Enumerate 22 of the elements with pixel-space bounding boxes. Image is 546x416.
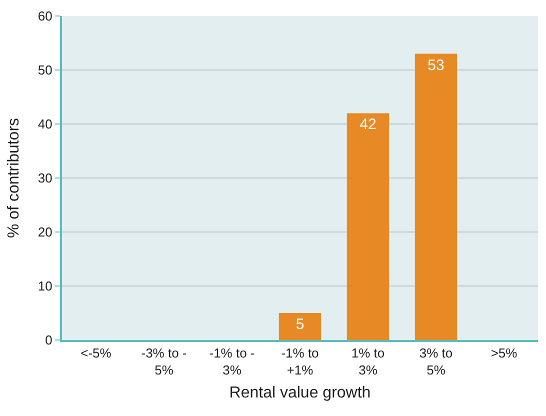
data-label: 5 [296, 316, 304, 333]
y-tick-label: 40 [38, 116, 52, 132]
y-tick-label: 30 [38, 170, 52, 186]
x-tick-label: >5% [490, 346, 518, 361]
bar [414, 54, 458, 340]
x-tick-label: <-5% [80, 346, 112, 361]
y-tick-label: 50 [38, 62, 52, 78]
bar [278, 313, 322, 340]
y-tick-label: 10 [38, 278, 52, 294]
data-label: 42 [360, 116, 376, 134]
data-label: 53 [428, 56, 444, 74]
x-tick-label: -3% to - 5% [141, 346, 187, 378]
x-tick-label: -1% to +1% [281, 346, 319, 378]
y-axis-title: % of contributors [5, 118, 22, 238]
x-axis-title: Rental value growth [229, 384, 371, 402]
y-tick-label: 0 [45, 332, 52, 348]
x-tick-label: -1% to - 3% [209, 346, 255, 378]
x-tick-label: 1% to 3% [351, 346, 385, 378]
x-tick-label: 3% to 5% [419, 346, 453, 378]
y-tick-label: 20 [38, 224, 52, 240]
y-tick-label: 60 [38, 8, 52, 24]
bar [346, 113, 390, 340]
